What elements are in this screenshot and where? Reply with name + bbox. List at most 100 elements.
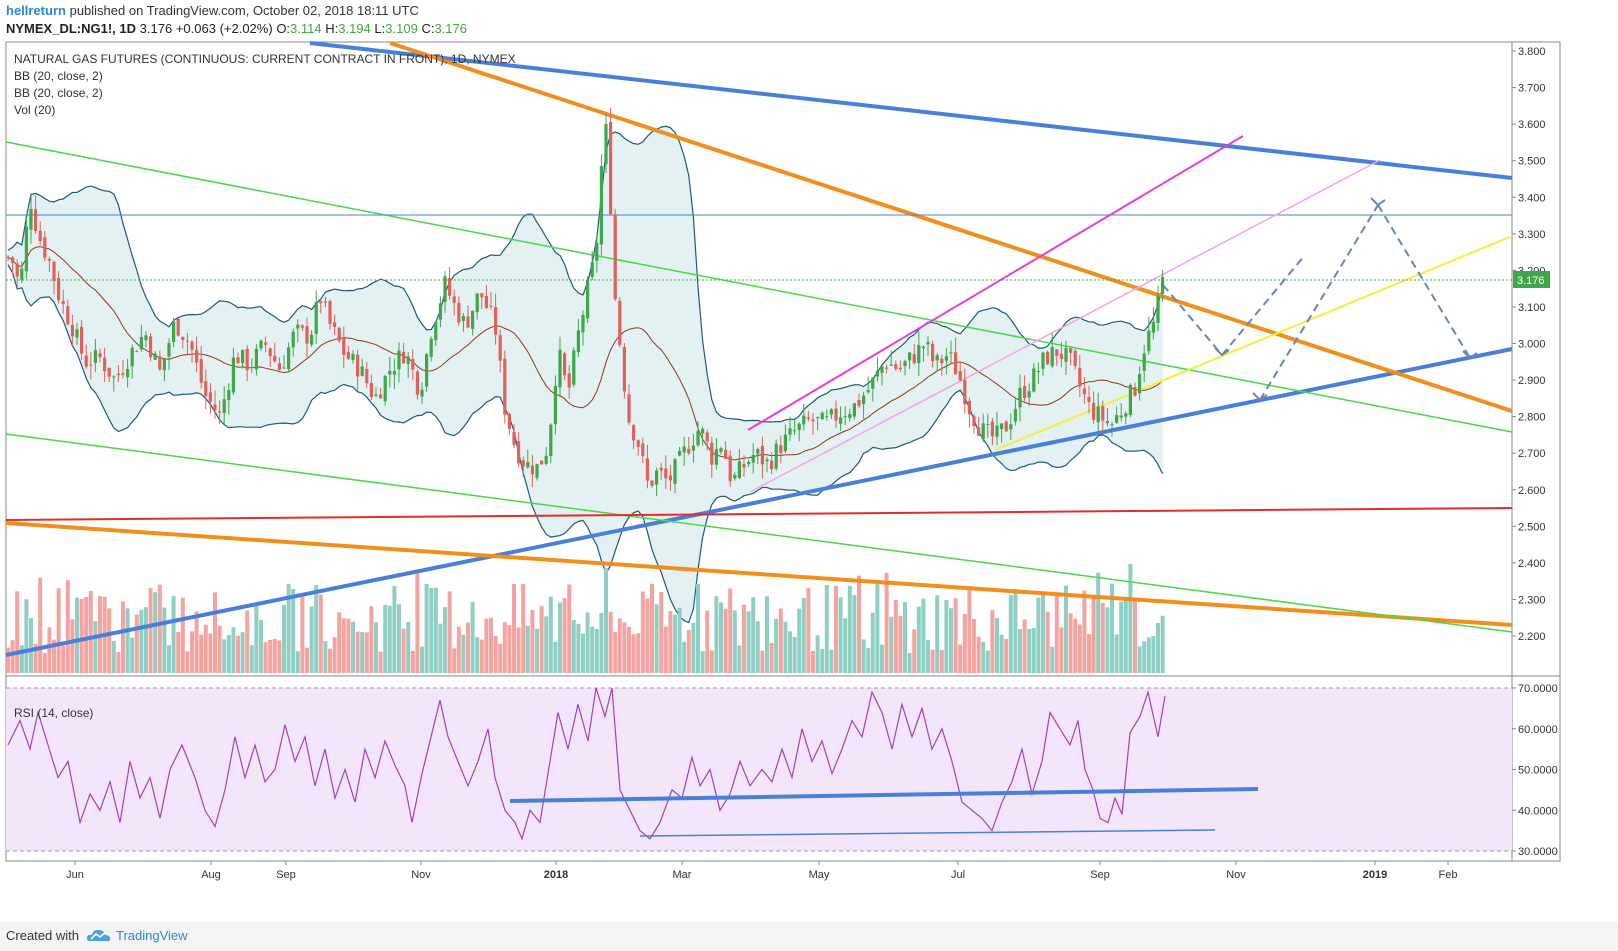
legend-rsi[interactable]: RSI (14, close) [14, 706, 94, 720]
volume-bar [378, 651, 383, 673]
volume-bar [673, 614, 677, 673]
legend-bb1[interactable]: BB (20, close, 2) [14, 69, 103, 83]
candle-body [935, 355, 939, 361]
legend-bb2[interactable]: BB (20, close, 2) [14, 86, 103, 100]
price-tick-label: 3.600 [1518, 119, 1546, 131]
volume-bar [985, 650, 990, 673]
volume-bar [424, 584, 429, 673]
volume-bar [797, 608, 802, 673]
candle-body [967, 400, 971, 415]
volume-bar [636, 633, 641, 673]
candle-body [576, 330, 580, 352]
volume-bar [213, 592, 217, 673]
candle-body [1138, 374, 1142, 394]
legend-vol[interactable]: Vol (20) [14, 103, 56, 117]
candle-body [1096, 406, 1100, 423]
volume-bar [995, 618, 999, 673]
candle-body [645, 458, 649, 481]
volume-bar [383, 604, 388, 673]
candle-body [420, 389, 424, 397]
candle-body [1156, 295, 1160, 323]
candle-body [112, 376, 116, 378]
volume-bar [962, 613, 967, 673]
author-link[interactable]: hellreturn [6, 3, 66, 18]
volume-bar [1018, 629, 1022, 673]
candle-body [273, 355, 277, 362]
volume-bar [1128, 563, 1133, 673]
price-tick-label: 3.400 [1518, 192, 1546, 204]
candle-body [898, 367, 902, 370]
time-tick-label: Sep [276, 869, 296, 881]
candle-body [1092, 402, 1096, 420]
candle-body [604, 124, 608, 165]
candle-body [517, 441, 521, 464]
channel-yellow [994, 235, 1513, 451]
candle-body [218, 411, 222, 413]
volume-bar [723, 608, 728, 673]
candle-body [507, 413, 511, 429]
candle-body [747, 461, 751, 465]
volume-bar [663, 626, 668, 673]
candle-body [512, 431, 516, 445]
volume-bar [332, 637, 337, 673]
candle-body [1124, 413, 1128, 417]
rsi-tick-label: 50.0000 [1518, 765, 1558, 777]
volume-bar [866, 648, 871, 673]
volume-bar [79, 598, 84, 673]
candle-body [1161, 276, 1165, 294]
candle-body [581, 314, 585, 333]
volume-bar [360, 631, 365, 673]
candle-body [162, 358, 166, 371]
volume-bar [847, 585, 852, 673]
volume-bar [19, 645, 24, 673]
volume-bar [617, 618, 622, 673]
candle-body [452, 296, 456, 303]
volume-bar [70, 619, 75, 673]
price-chart[interactable]: 3.8003.7003.6003.5003.4003.3003.2003.100… [0, 0, 1618, 922]
candle-body [1069, 348, 1073, 353]
volume-bar [562, 598, 567, 673]
tradingview-brand[interactable]: TradingView [116, 928, 188, 943]
candle-body [213, 404, 217, 411]
candle-body [880, 366, 884, 373]
volume-bar [323, 641, 328, 673]
candle-body [650, 480, 654, 486]
volume-bar [567, 584, 572, 673]
candle-body [636, 440, 640, 447]
candle-body [1078, 367, 1082, 387]
volume-bar [861, 639, 866, 673]
candle-body [98, 353, 102, 357]
candle-body [126, 369, 130, 378]
candle-body [839, 417, 843, 424]
volume-bar [1013, 588, 1018, 673]
candle-body [190, 341, 194, 350]
candle-body [222, 399, 226, 414]
volume-bar [429, 587, 434, 673]
candle-body [728, 455, 732, 482]
volume-bar [309, 606, 314, 673]
low-value: 3.109 [385, 21, 418, 36]
volume-bar [88, 590, 93, 673]
channel-pink [749, 159, 1381, 493]
candle-body [1055, 349, 1059, 356]
symbol-info: NYMEX_DL:NG1!, 1D 3.176 +0.063 (+2.02%) … [6, 21, 467, 36]
candle-body [57, 278, 61, 301]
arrow-head [1214, 347, 1230, 357]
volume-bar [594, 628, 599, 673]
candle-body [714, 449, 718, 465]
time-tick-label: Jul [951, 869, 965, 881]
candle-body [599, 166, 603, 245]
candle-body [705, 432, 709, 442]
candle-body [751, 455, 755, 463]
rsi-tick-label: 30.0000 [1518, 846, 1558, 858]
candle-body [360, 366, 364, 376]
price-tick-label: 2.500 [1518, 521, 1546, 533]
volume-bar [576, 623, 581, 673]
volume-bar [52, 639, 56, 673]
volume-bar [760, 650, 765, 673]
candle-body [691, 445, 695, 451]
volume-bar [466, 622, 470, 673]
candle-body [526, 462, 530, 468]
candle-body [742, 464, 746, 468]
candle-body [1018, 387, 1022, 408]
